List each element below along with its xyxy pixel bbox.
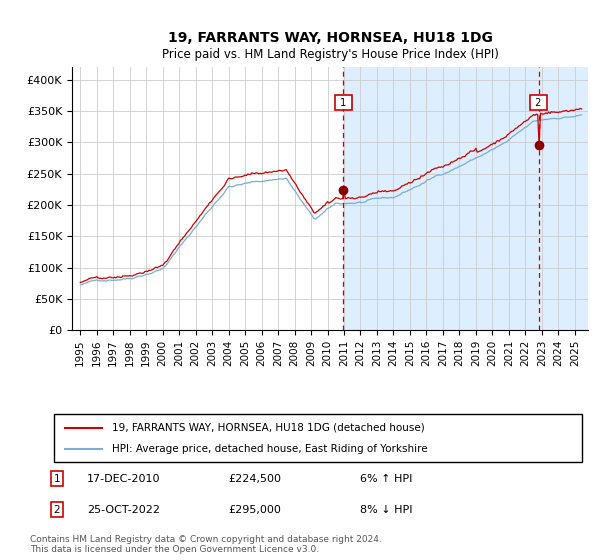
- Text: Price paid vs. HM Land Registry's House Price Index (HPI): Price paid vs. HM Land Registry's House …: [161, 48, 499, 60]
- Text: 19, FARRANTS WAY, HORNSEA, HU18 1DG (detached house): 19, FARRANTS WAY, HORNSEA, HU18 1DG (det…: [112, 423, 425, 433]
- 19, FARRANTS WAY, HORNSEA, HU18 1DG (detached house): [162, 259, 169, 265]
- HPI: Average price, detached house, East Riding of Yorkshire: (2.03e+03, 3.44e+05): Average price, detached house, East Ridi…: [578, 111, 585, 118]
- Text: Contains HM Land Registry data © Crown copyright and database right 2024.
This d: Contains HM Land Registry data © Crown c…: [30, 535, 382, 554]
- HPI: Average price, detached house, East Riding of Yorkshire: (2e+03, 7.23e+04): Average price, detached house, East Ridi…: [77, 282, 84, 288]
- Bar: [343, 67, 590, 330]
- 19, FARRANTS WAY, HORNSEA, HU18 1DG (detached house): [347, 195, 355, 202]
- 19, FARRANTS WAY, HORNSEA, HU18 1DG (detached house): [577, 105, 584, 112]
- Text: 8% ↓ HPI: 8% ↓ HPI: [360, 505, 413, 515]
- Text: 17-DEC-2010: 17-DEC-2010: [87, 474, 161, 484]
- 19, FARRANTS WAY, HORNSEA, HU18 1DG (detached house): [578, 106, 585, 113]
- 19, FARRANTS WAY, HORNSEA, HU18 1DG (detached house): [420, 172, 427, 179]
- Text: £224,500: £224,500: [228, 474, 281, 484]
- Text: 2: 2: [532, 97, 545, 108]
- 19, FARRANTS WAY, HORNSEA, HU18 1DG (detached house): [77, 279, 84, 286]
- Line: HPI: Average price, detached house, East Riding of Yorkshire: HPI: Average price, detached house, East…: [80, 115, 581, 285]
- HPI: Average price, detached house, East Riding of Yorkshire: (2.01e+03, 2.03e+05): Average price, detached house, East Ridi…: [347, 200, 355, 207]
- Text: 6% ↑ HPI: 6% ↑ HPI: [360, 474, 412, 484]
- Text: 1: 1: [53, 474, 61, 484]
- HPI: Average price, detached house, East Riding of Yorkshire: (2e+03, 1.03e+05): Average price, detached house, East Ridi…: [162, 263, 169, 269]
- Text: £295,000: £295,000: [228, 505, 281, 515]
- 19, FARRANTS WAY, HORNSEA, HU18 1DG (detached house): [448, 158, 455, 165]
- 19, FARRANTS WAY, HORNSEA, HU18 1DG (detached house): [126, 272, 133, 279]
- HPI: Average price, detached house, East Riding of Yorkshire: (2.02e+03, 2.55e+05): Average price, detached house, East Ridi…: [448, 167, 455, 174]
- Text: 25-OCT-2022: 25-OCT-2022: [87, 505, 160, 515]
- Text: 2: 2: [53, 505, 61, 515]
- FancyBboxPatch shape: [54, 414, 582, 462]
- HPI: Average price, detached house, East Riding of Yorkshire: (2e+03, 1.41e+05): Average price, detached house, East Ridi…: [179, 239, 187, 245]
- Text: HPI: Average price, detached house, East Riding of Yorkshire: HPI: Average price, detached house, East…: [112, 444, 428, 454]
- Text: 19, FARRANTS WAY, HORNSEA, HU18 1DG: 19, FARRANTS WAY, HORNSEA, HU18 1DG: [167, 31, 493, 45]
- HPI: Average price, detached house, East Riding of Yorkshire: (2.02e+03, 2.35e+05): Average price, detached house, East Ridi…: [420, 180, 427, 186]
- Line: 19, FARRANTS WAY, HORNSEA, HU18 1DG (detached house): 19, FARRANTS WAY, HORNSEA, HU18 1DG (det…: [80, 109, 581, 282]
- Text: 1: 1: [337, 97, 350, 108]
- 19, FARRANTS WAY, HORNSEA, HU18 1DG (detached house): [179, 234, 187, 241]
- HPI: Average price, detached house, East Riding of Yorkshire: (2e+03, 8.26e+04): Average price, detached house, East Ridi…: [126, 275, 133, 282]
